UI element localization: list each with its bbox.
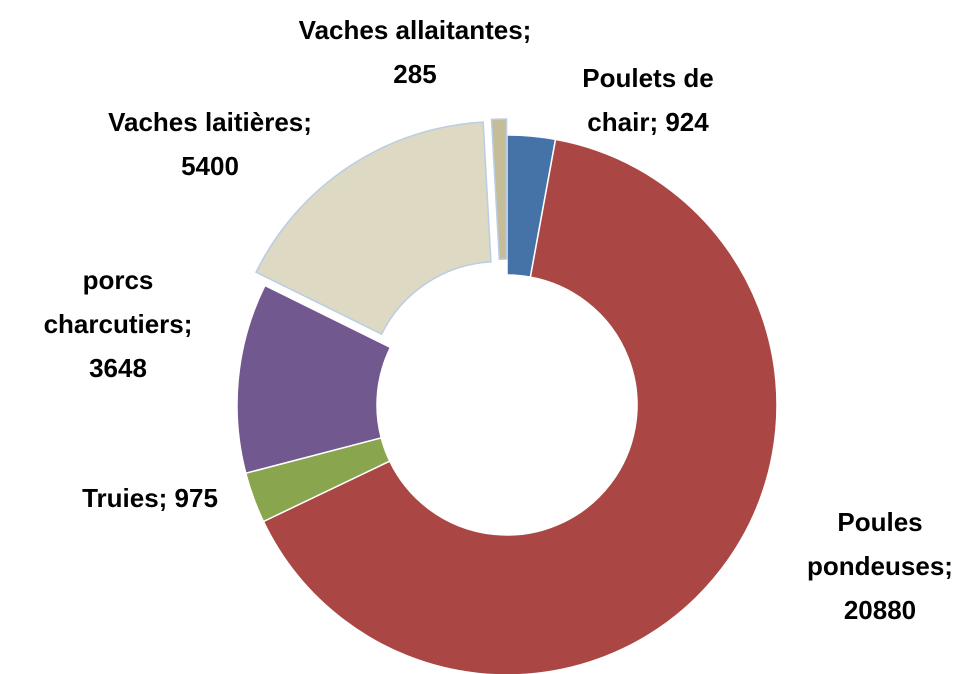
data-label: porcs charcutiers; 3648 xyxy=(43,265,193,383)
donut-slice xyxy=(255,121,492,336)
data-label: Vaches laitières; 5400 xyxy=(108,107,312,181)
data-label: Poules pondeuses; 20880 xyxy=(807,507,953,625)
donut-slice xyxy=(236,284,392,475)
data-label: Vaches allaitantes; 285 xyxy=(298,15,532,89)
donut-slice xyxy=(262,138,778,674)
donut-slice xyxy=(490,118,508,260)
data-label: Truies; 975 xyxy=(82,483,218,513)
data-label: Poulets de chair; 924 xyxy=(582,63,714,137)
